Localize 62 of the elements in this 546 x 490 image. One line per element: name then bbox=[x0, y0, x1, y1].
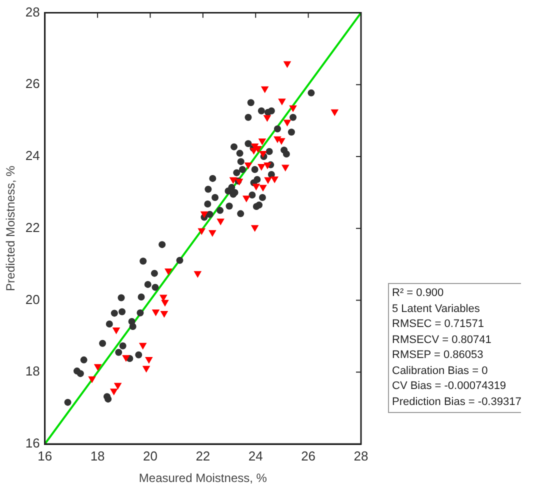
text: CV Bias = -0.00074319 bbox=[392, 379, 508, 394]
point bbox=[110, 388, 118, 396]
y-tick-label: 26 bbox=[25, 76, 40, 92]
y-tick-label: 24 bbox=[25, 148, 40, 164]
point bbox=[200, 211, 208, 218]
text: Calibration Bias = 0 bbox=[392, 364, 489, 378]
point bbox=[263, 115, 272, 122]
point bbox=[289, 105, 297, 112]
point bbox=[259, 151, 267, 158]
point bbox=[252, 184, 260, 190]
point bbox=[216, 218, 224, 226]
point bbox=[138, 342, 147, 350]
text: RMSEC = 0.71571 bbox=[392, 317, 486, 332]
point bbox=[114, 382, 122, 390]
point bbox=[164, 268, 172, 276]
point bbox=[250, 225, 259, 232]
point bbox=[264, 162, 272, 170]
y-tick-label: 28 bbox=[25, 4, 40, 20]
point bbox=[281, 164, 290, 172]
y-axis-title: Predicted Moistness, % bbox=[4, 165, 18, 292]
point bbox=[198, 228, 206, 236]
text: RMSEP = 0.86053 bbox=[392, 348, 484, 363]
point bbox=[208, 230, 216, 237]
text: 5 Latent Variables bbox=[392, 302, 481, 316]
point bbox=[264, 177, 272, 184]
y-tick-label: 16 bbox=[25, 436, 40, 451]
point bbox=[260, 86, 269, 94]
x-tick-label: 16 bbox=[38, 448, 52, 464]
point bbox=[229, 177, 238, 184]
point bbox=[258, 138, 266, 146]
point bbox=[259, 184, 267, 192]
point bbox=[112, 327, 120, 334]
point bbox=[161, 300, 169, 307]
point bbox=[145, 356, 153, 364]
y-tick-label: 20 bbox=[25, 292, 40, 307]
point bbox=[160, 310, 168, 318]
x-tick-label: 24 bbox=[248, 448, 263, 464]
point bbox=[142, 366, 150, 373]
point bbox=[194, 271, 202, 278]
point bbox=[283, 61, 292, 68]
point bbox=[278, 98, 286, 106]
x-axis-title: Measured Moistness, % bbox=[138, 471, 268, 486]
point bbox=[242, 196, 250, 202]
x-tick-label: 20 bbox=[143, 448, 158, 464]
x-tick-label: 28 bbox=[354, 448, 368, 464]
x-tick-label: 26 bbox=[301, 448, 316, 464]
text: R² = 0.900 bbox=[392, 286, 445, 301]
point bbox=[88, 376, 96, 384]
y-tick-label: 22 bbox=[25, 220, 40, 235]
text: RMSECV = 0.80741 bbox=[392, 332, 492, 348]
point bbox=[258, 164, 266, 171]
y-tick-label: 18 bbox=[25, 364, 40, 379]
x-tick-label: 22 bbox=[196, 448, 210, 464]
point bbox=[122, 355, 130, 362]
x-tick-label: 18 bbox=[90, 448, 105, 464]
point bbox=[270, 176, 278, 184]
point bbox=[152, 310, 160, 316]
text: Prediction Bias = -0.39317 bbox=[392, 394, 522, 410]
point bbox=[330, 109, 339, 116]
point bbox=[244, 162, 252, 170]
point bbox=[283, 120, 292, 127]
point bbox=[94, 364, 102, 371]
